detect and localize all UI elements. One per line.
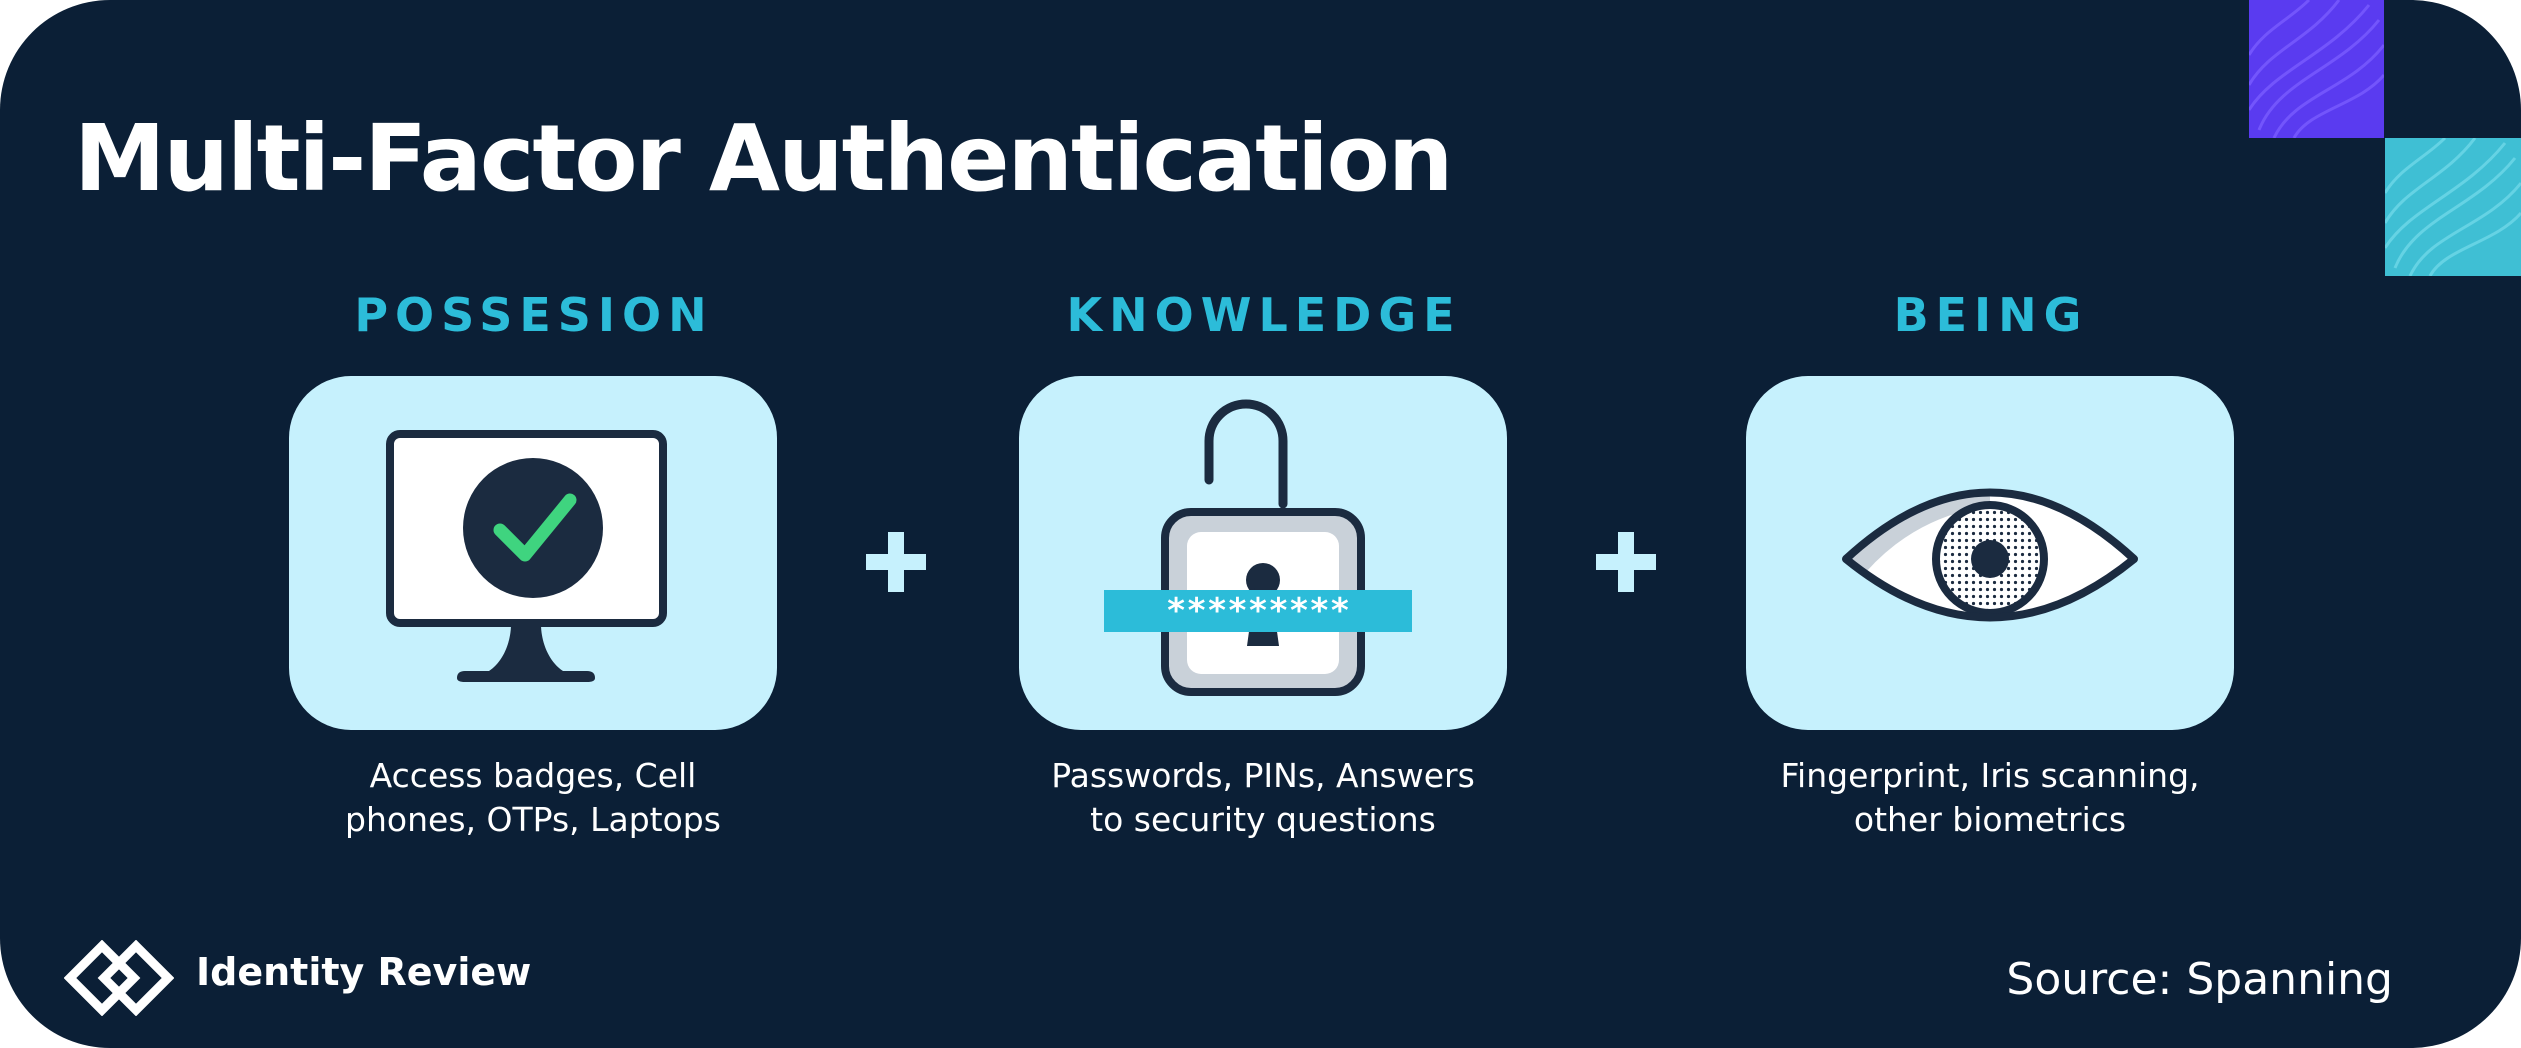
source-credit: Source: Spanning (2006, 954, 2393, 1005)
monitor-checkmark-icon (386, 430, 667, 682)
description-line: other biometrics (1853, 800, 2127, 839)
factor-panel-possession (289, 376, 777, 730)
corner-fingerprint-tile-teal (2385, 138, 2521, 276)
description-line: to security questions (1090, 800, 1436, 839)
description-line: Passwords, PINs, Answers (1051, 756, 1475, 795)
brand-name: Identity Review (196, 950, 532, 994)
factor-description-knowledge: Passwords, PINs, Answers to security que… (1003, 754, 1523, 842)
factor-heading-being: BEING (1893, 288, 2089, 342)
plus-icon (866, 532, 926, 592)
corner-fingerprint-tile-purple (2249, 0, 2384, 138)
open-padlock-icon: ********* (1104, 399, 1412, 696)
factor-heading-possession: POSSESION (354, 288, 714, 342)
factor-panel-knowledge: ********* (1019, 376, 1507, 730)
identity-review-logo-icon (64, 940, 174, 1016)
description-line: Access badges, Cell (369, 756, 697, 795)
factor-description-possession: Access badges, Cell phones, OTPs, Laptop… (273, 754, 793, 842)
factor-heading-knowledge: KNOWLEDGE (1066, 288, 1462, 342)
page-title: Multi-Factor Authentication (74, 105, 1453, 212)
description-line: Fingerprint, Iris scanning, (1780, 756, 2200, 795)
eye-icon (1842, 488, 2138, 622)
password-mask: ********* (1166, 591, 1350, 631)
description-line: phones, OTPs, Laptops (345, 800, 721, 839)
factor-description-being: Fingerprint, Iris scanning, other biomet… (1730, 754, 2250, 842)
factor-panel-being (1746, 376, 2234, 730)
plus-icon (1596, 532, 1656, 592)
